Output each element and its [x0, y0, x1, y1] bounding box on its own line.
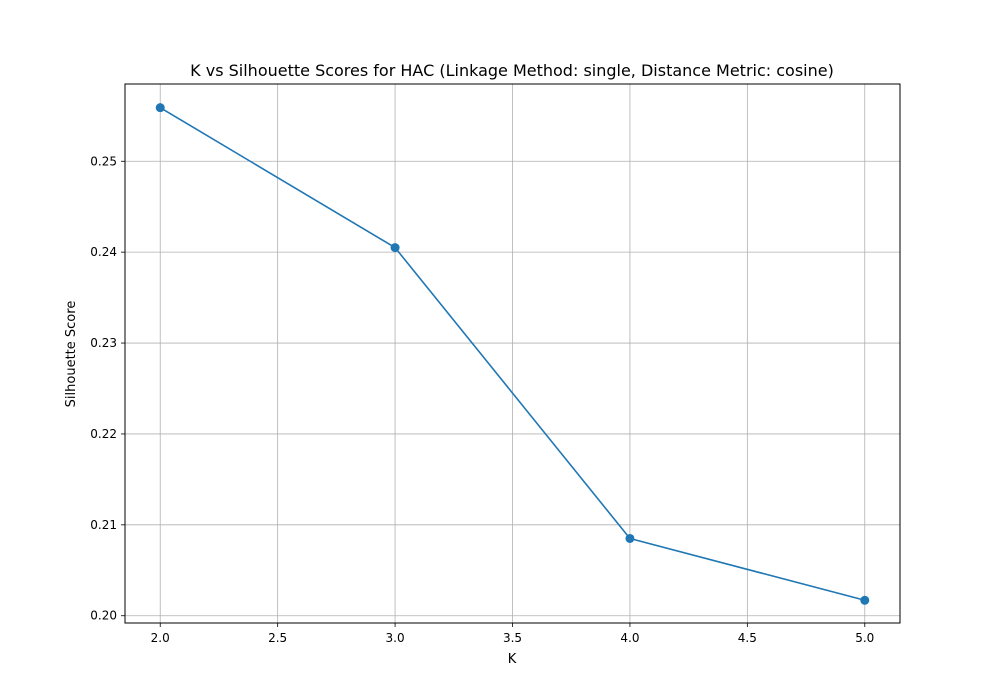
y-tick-label: 0.25 — [90, 154, 117, 168]
data-point — [860, 595, 870, 605]
y-tick-label: 0.22 — [90, 427, 117, 441]
x-tick-label: 5.0 — [855, 631, 874, 645]
grid — [125, 84, 900, 623]
data-series — [155, 103, 870, 605]
x-axis-label: K — [508, 652, 517, 667]
y-tick-label: 0.23 — [90, 336, 117, 350]
data-point — [390, 243, 400, 253]
x-tick-label: 2.0 — [151, 631, 170, 645]
data-point — [625, 533, 635, 543]
axis-ticks: 2.0 2.5 3.0 3.5 4.0 4.5 5.0 0.20 0.21 0.22 0.23 0.2… — [90, 154, 874, 645]
x-tick-label: 3.5 — [503, 631, 522, 645]
y-tick-label: 0.24 — [90, 245, 117, 259]
x-tick-label: 3.0 — [386, 631, 405, 645]
y-tick-label: 0.21 — [90, 518, 117, 532]
y-tick-label: 0.20 — [90, 609, 117, 623]
x-tick-label: 4.5 — [738, 631, 757, 645]
y-axis-label: Silhouette Score — [64, 301, 79, 408]
data-point — [155, 103, 165, 113]
series-line — [159, 106, 865, 602]
x-tick-label: 2.5 — [268, 631, 287, 645]
chart-title: K vs Silhouette Scores for HAC (Linkage … — [190, 61, 834, 80]
x-tick-label: 4.0 — [620, 631, 639, 645]
